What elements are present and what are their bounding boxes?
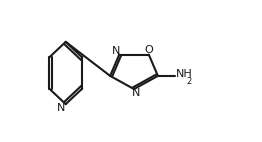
Text: N: N [111, 46, 120, 56]
Text: O: O [144, 45, 153, 55]
Text: N: N [57, 103, 65, 113]
Text: N: N [132, 88, 140, 99]
Text: NH: NH [176, 69, 192, 79]
Text: 2: 2 [186, 77, 191, 86]
